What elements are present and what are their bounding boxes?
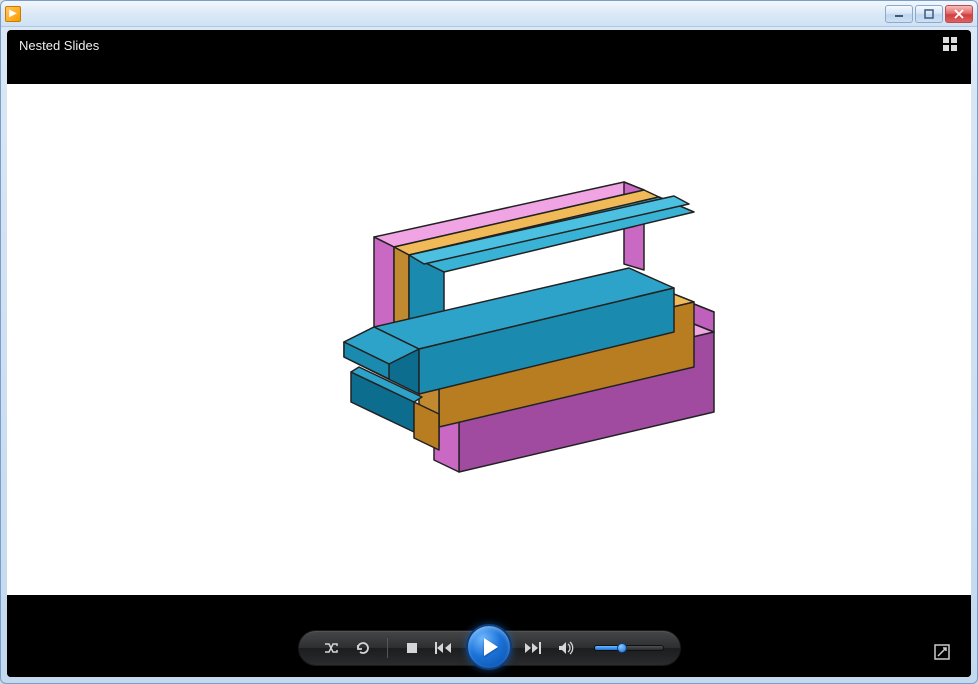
close-button[interactable] [945,5,973,23]
control-divider [387,638,388,658]
shuffle-icon [323,640,339,656]
fullscreen-button[interactable] [931,641,953,663]
play-icon [484,638,498,656]
volume-slider[interactable] [594,645,664,651]
view-grid-icon[interactable] [943,37,959,53]
viewport[interactable] [7,84,971,595]
presentation-title: Nested Slides [19,38,943,53]
fullscreen-icon [934,644,950,660]
viewport-top-border [7,60,971,84]
model-3d [259,172,719,507]
repeat-icon [355,640,371,656]
next-icon [525,641,543,655]
viewport-bottom-border [7,595,971,619]
mute-button[interactable] [552,634,580,662]
minimize-button[interactable] [885,5,913,23]
titlebar[interactable]: ▶ [1,1,977,27]
shuffle-button[interactable] [317,634,345,662]
volume-icon [558,640,574,656]
minimize-icon [894,9,904,19]
maximize-button[interactable] [915,5,943,23]
stop-icon [406,642,418,654]
isometric-model [259,172,719,502]
control-bar [7,619,971,677]
content-area: Nested Slides [7,30,971,677]
repeat-button[interactable] [349,634,377,662]
play-button[interactable] [466,624,512,670]
next-button[interactable] [520,634,548,662]
media-player-window: ▶ Nested Slides [0,0,978,684]
maximize-icon [924,9,934,19]
volume-slider-thumb[interactable] [617,643,627,653]
stop-button[interactable] [398,634,426,662]
close-icon [954,9,964,19]
previous-icon [435,641,453,655]
previous-button[interactable] [430,634,458,662]
transport-controls [298,630,681,666]
app-icon: ▶ [5,6,21,22]
header-strip: Nested Slides [7,30,971,60]
